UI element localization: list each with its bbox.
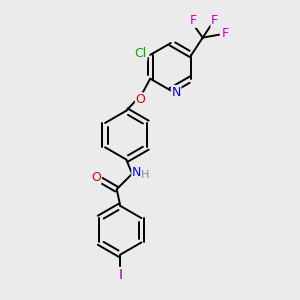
Text: H: H xyxy=(141,170,150,180)
Text: F: F xyxy=(222,27,229,40)
Text: I: I xyxy=(118,268,122,281)
Text: F: F xyxy=(211,14,218,27)
Text: N: N xyxy=(172,85,181,98)
Text: O: O xyxy=(91,171,101,184)
Text: Cl: Cl xyxy=(135,47,147,60)
Text: O: O xyxy=(136,93,145,106)
Text: N: N xyxy=(132,166,141,179)
Text: F: F xyxy=(190,14,197,27)
